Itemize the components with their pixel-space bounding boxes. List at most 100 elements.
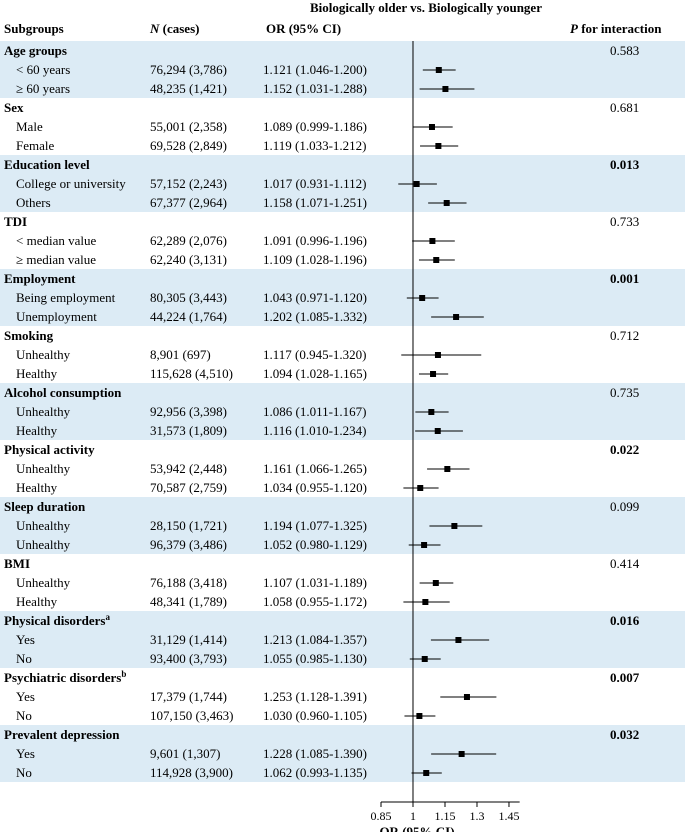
row-band <box>0 497 685 554</box>
or-point <box>451 523 458 529</box>
x-tick-label: 1.3 <box>469 809 484 823</box>
subgroup-label: Unemployment <box>16 309 97 324</box>
n-cases-value: 67,377 (2,964) <box>150 195 227 210</box>
n-cases-value: 80,305 (3,443) <box>150 290 227 305</box>
n-cases-value: 92,956 (3,398) <box>150 404 227 419</box>
group-title: TDI <box>4 214 27 229</box>
row-band <box>0 269 685 326</box>
n-cases-value: 76,294 (3,786) <box>150 62 227 77</box>
or-ci-value: 1.213 (1.084-1.357) <box>263 632 367 647</box>
n-cases-value: 17,379 (1,744) <box>150 689 227 704</box>
subgroup-label: < 60 years <box>16 62 70 77</box>
or-ci-value: 1.109 (1.028-1.196) <box>263 252 367 267</box>
x-axis: 0.85 1 1.15 1.3 1.45 OR (95% CI) <box>371 801 520 832</box>
group-title-text: Psychiatric disorders <box>4 670 121 685</box>
or-point <box>432 580 439 586</box>
subgroup-label: Unhealthy <box>16 518 71 533</box>
or-point <box>421 542 428 548</box>
or-ci-value: 1.107 (1.031-1.189) <box>263 575 367 590</box>
or-ci-value: 1.202 (1.085-1.332) <box>263 309 367 324</box>
or-ci-value: 1.194 (1.077-1.325) <box>263 518 367 533</box>
or-ci-value: 1.091 (0.996-1.196) <box>263 233 367 248</box>
p-interaction-value: 0.735 <box>610 385 639 400</box>
group-title: Sleep duration <box>4 499 86 514</box>
x-tick-label: 0.85 <box>371 809 392 823</box>
n-cases-value: 48,235 (1,421) <box>150 81 227 96</box>
or-point <box>453 314 460 320</box>
group-title: Smoking <box>4 328 54 343</box>
group-title: Psychiatric disordersb <box>4 669 126 685</box>
or-ci-value: 1.117 (0.945-1.320) <box>263 347 367 362</box>
n-cases-value: 76,188 (3,418) <box>150 575 227 590</box>
n-cases-value: 9,601 (1,307) <box>150 746 220 761</box>
p-interaction-value: 0.013 <box>610 157 640 172</box>
or-ci-value: 1.228 (1.085-1.390) <box>263 746 367 761</box>
subgroup-label: No <box>16 765 32 780</box>
group-title-text: Sleep duration <box>4 499 86 514</box>
group-title: Physical activity <box>4 442 95 457</box>
x-axis-label: OR (95% CI) <box>379 824 454 832</box>
or-ci-value: 1.055 (0.985-1.130) <box>263 651 367 666</box>
group-title-text: Physical disorders <box>4 613 105 628</box>
subgroup-label: Healthy <box>16 423 58 438</box>
group-title-text: BMI <box>4 556 30 571</box>
n-cases-value: 28,150 (1,721) <box>150 518 227 533</box>
or-point <box>433 257 440 263</box>
p-interaction-value: 0.583 <box>610 43 639 58</box>
or-point <box>417 485 424 491</box>
or-ci-value: 1.086 (1.011-1.167) <box>263 404 367 419</box>
subgroup-label: Healthy <box>16 480 58 495</box>
or-point <box>430 371 437 377</box>
subgroup-label: Unhealthy <box>16 575 71 590</box>
n-cases-value: 31,129 (1,414) <box>150 632 227 647</box>
or-ci-value: 1.089 (0.999-1.186) <box>263 119 367 134</box>
header-n-cases: N (cases) <box>149 21 199 36</box>
n-cases-value: 8,901 (697) <box>150 347 211 362</box>
p-interaction-value: 0.099 <box>610 499 639 514</box>
or-ci-value: 1.062 (0.993-1.135) <box>263 765 367 780</box>
p-interaction-value: 0.414 <box>610 556 640 571</box>
header-subgroups: Subgroups <box>4 21 64 36</box>
subgroup-label: Unhealthy <box>16 404 71 419</box>
group-title-text: Prevalent depression <box>4 727 120 742</box>
or-point <box>455 637 462 643</box>
or-point <box>429 238 436 244</box>
group-title-superscript: a <box>105 612 110 622</box>
subgroup-label: Male <box>16 119 43 134</box>
chart-title: Biologically older vs. Biologically youn… <box>310 0 542 15</box>
header-p-suffix: for interaction <box>578 21 662 36</box>
subgroup-label: Female <box>16 138 54 153</box>
n-cases-value: 96,379 (3,486) <box>150 537 227 552</box>
or-point <box>444 466 451 472</box>
n-cases-value: 115,628 (4,510) <box>150 366 233 381</box>
n-cases-value: 69,528 (2,849) <box>150 138 227 153</box>
subgroup-label: Yes <box>16 746 35 761</box>
p-interaction-value: 0.022 <box>610 442 639 457</box>
subgroup-label: Healthy <box>16 366 58 381</box>
subgroup-label: No <box>16 708 32 723</box>
group-title-text: Physical activity <box>4 442 95 457</box>
or-point <box>435 143 442 149</box>
subgroup-label: Unhealthy <box>16 537 71 552</box>
subgroup-label: Others <box>16 195 51 210</box>
p-interaction-value: 0.032 <box>610 727 639 742</box>
row-band <box>0 611 685 668</box>
p-interaction-value: 0.681 <box>610 100 639 115</box>
forest-marks <box>398 41 497 802</box>
n-cases-value: 62,240 (3,131) <box>150 252 227 267</box>
or-point <box>428 124 435 130</box>
group-title: Employment <box>4 271 76 286</box>
header-n-suffix: (cases) <box>159 21 199 36</box>
or-point <box>434 428 441 434</box>
group-title: Alcohol consumption <box>4 385 122 400</box>
n-cases-value: 114,928 (3,900) <box>150 765 233 780</box>
group-title-text: TDI <box>4 214 27 229</box>
n-cases-value: 53,942 (2,448) <box>150 461 227 476</box>
group-title-text: Smoking <box>4 328 54 343</box>
x-tick-label: 1.15 <box>434 809 455 823</box>
group-title-text: Employment <box>4 271 76 286</box>
group-title-text: Age groups <box>4 43 67 58</box>
n-cases-value: 57,152 (2,243) <box>150 176 227 191</box>
